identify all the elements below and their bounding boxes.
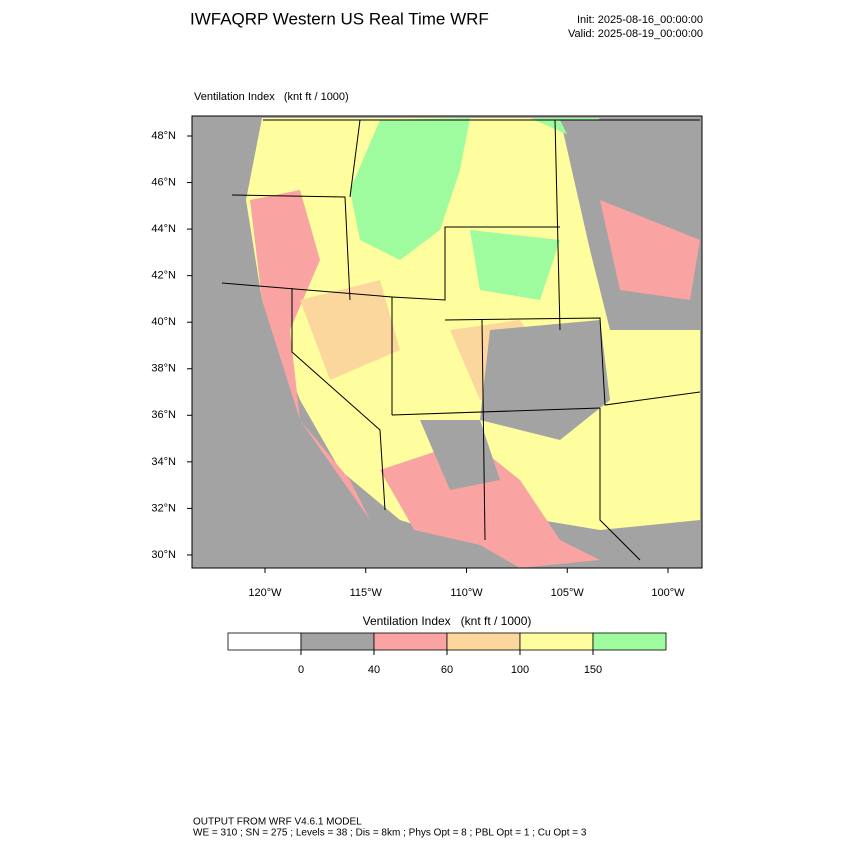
lon-label: 105°W bbox=[551, 587, 585, 599]
lat-label: 38°N bbox=[151, 363, 176, 375]
map-axes: 48°N 46°N 44°N 42°N 40°N 38°N 36°N 34°N 32°N 30°N… bbox=[151, 130, 685, 599]
colorbar-box bbox=[592, 632, 667, 651]
field-label: Ventilation Index (knt ft / 1000) bbox=[194, 91, 349, 103]
valid-time: Valid: 2025-08-19_00:00:00 bbox=[568, 28, 703, 40]
title: IWFAQRP Western US Real Time WRF bbox=[190, 9, 489, 28]
colorbar-tick-label: 60 bbox=[441, 664, 453, 676]
colorbar-title: Ventilation Index (knt ft / 1000) bbox=[363, 614, 532, 628]
lat-label: 46°N bbox=[151, 176, 176, 188]
map-field bbox=[192, 116, 702, 568]
lat-label: 36°N bbox=[151, 409, 176, 421]
footer-line: OUTPUT FROM WRF V4.6.1 MODEL bbox=[193, 817, 362, 828]
colorbar-box bbox=[519, 632, 594, 651]
map-frame bbox=[191, 115, 703, 569]
init-time: Init: 2025-08-16_00:00:00 bbox=[577, 14, 703, 26]
lat-label: 42°N bbox=[151, 270, 176, 282]
colorbar-box bbox=[300, 632, 375, 651]
colorbar-tick-label: 0 bbox=[298, 664, 304, 676]
lat-label: 44°N bbox=[151, 223, 176, 235]
lon-label: 115°W bbox=[350, 587, 383, 599]
lat-label: 32°N bbox=[151, 502, 176, 514]
colorbar-tick-label: 100 bbox=[511, 664, 529, 676]
colorbar-tick-label: 150 bbox=[584, 664, 602, 676]
lat-label: 30°N bbox=[151, 549, 176, 561]
lon-label: 100°W bbox=[651, 587, 685, 599]
colorbar-box bbox=[227, 632, 302, 651]
colorbar: 0 40 60 100 150 bbox=[227, 632, 667, 676]
lat-label: 40°N bbox=[151, 316, 176, 328]
lon-label: 120°W bbox=[248, 587, 282, 599]
lat-label: 34°N bbox=[151, 456, 176, 468]
lon-label: 110°W bbox=[450, 587, 483, 599]
colorbar-tick-label: 40 bbox=[368, 664, 380, 676]
colorbar-box bbox=[373, 632, 448, 651]
footer-line: WE = 310 ; SN = 275 ; Levels = 38 ; Dis … bbox=[193, 828, 587, 839]
colorbar-box bbox=[446, 632, 521, 651]
lat-label: 48°N bbox=[151, 130, 176, 142]
